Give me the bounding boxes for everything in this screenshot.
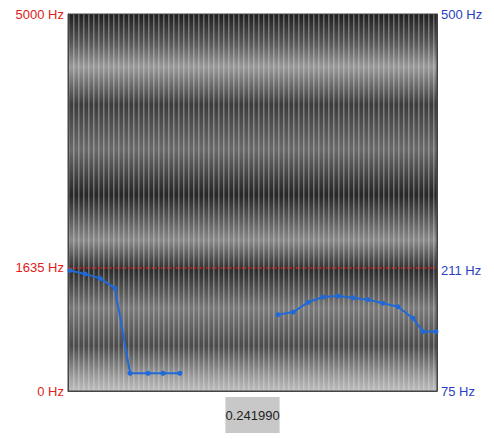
svg-text:75 Hz: 75 Hz	[441, 384, 475, 399]
svg-text:500 Hz: 500 Hz	[441, 7, 482, 22]
svg-text:0 Hz: 0 Hz	[37, 384, 64, 399]
svg-text:5000 Hz: 5000 Hz	[16, 7, 64, 22]
svg-text:1635 Hz: 1635 Hz	[16, 260, 64, 275]
svg-text:211 Hz: 211 Hz	[441, 263, 481, 278]
svg-text:0.241990: 0.241990	[225, 408, 279, 423]
